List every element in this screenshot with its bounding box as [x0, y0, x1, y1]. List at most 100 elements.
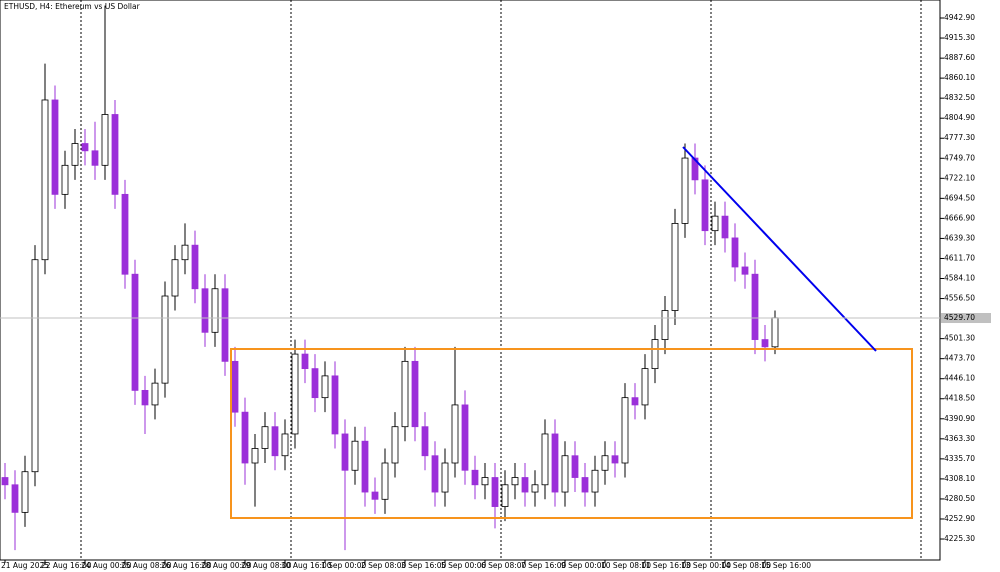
candle-body [721, 215, 729, 239]
candle-body [441, 462, 449, 493]
candle-body [551, 433, 559, 493]
candle-body [521, 477, 529, 493]
candle-body [611, 455, 619, 464]
candle-body [201, 288, 209, 333]
x-tick-label: 11 Sep 16:00 [641, 561, 691, 570]
candle-body [331, 375, 339, 435]
y-tick-label: 4584.10 [944, 274, 975, 283]
candle-body [181, 244, 189, 261]
chart-title: ETHUSD, H4: Ethereum vs US Dollar [4, 2, 141, 11]
candle-body [291, 353, 299, 435]
candle-body [71, 143, 79, 166]
candle-body [171, 259, 179, 297]
x-tick-label: 25 Aug 08:00 [121, 561, 172, 570]
y-tick-label: 4942.90 [944, 13, 975, 22]
candle-body [601, 455, 609, 471]
x-tick-label: 30 Aug 16:00 [281, 561, 332, 570]
y-tick-label: 4639.30 [944, 233, 975, 242]
candle-body [61, 164, 69, 195]
candle-body [381, 462, 389, 500]
x-tick-label: 29 Aug 08:00 [241, 561, 292, 570]
y-tick-label: 4473.70 [944, 354, 975, 363]
x-tick-label: 10 Sep 08:00 [601, 561, 651, 570]
x-tick-label: 14 Sep 08:00 [721, 561, 771, 570]
candle-body [91, 150, 99, 166]
trend-line [682, 146, 877, 352]
candle-body [321, 375, 329, 399]
candle-body [461, 404, 469, 471]
y-tick-label: 4666.90 [944, 213, 975, 222]
y-tick-label: 4363.30 [944, 434, 975, 443]
candle-body [451, 404, 459, 464]
candle-body [741, 266, 749, 275]
candle-body [591, 469, 599, 493]
x-tick-label: 15 Sep 16:00 [761, 561, 811, 570]
candle-body [561, 455, 569, 493]
candle-body [121, 193, 129, 275]
candle-body [371, 491, 379, 500]
candle-body [651, 339, 659, 370]
range-box [230, 348, 913, 519]
candle-body [301, 353, 309, 370]
candle-body [141, 389, 149, 406]
candle-body [341, 433, 349, 471]
y-tick-label: 4556.50 [944, 294, 975, 303]
candle-body [211, 288, 219, 333]
candles [1, 5, 779, 551]
candle-body [661, 310, 669, 340]
candle-body [21, 471, 29, 513]
x-tick-label: 5 Sep 00:00 [441, 561, 487, 570]
x-tick-label: 7 Sep 16:00 [521, 561, 567, 570]
candle-body [111, 114, 119, 195]
candle-body [511, 477, 519, 486]
x-tick-label: 2 Sep 08:00 [361, 561, 407, 570]
candle-body [701, 179, 709, 232]
y-tick-label: 4225.30 [944, 534, 975, 543]
candle-body [541, 433, 549, 486]
candle-body [131, 273, 139, 391]
y-tick-label: 4749.70 [944, 153, 975, 162]
x-tick-label: 1 Sep 00:00 [321, 561, 367, 570]
y-tick-label: 4804.90 [944, 113, 975, 122]
x-tick-label: 24 Aug 00:00 [81, 561, 132, 570]
candle-body [351, 440, 359, 471]
y-tick-label: 4887.60 [944, 53, 975, 62]
x-tick-label: 3 Sep 16:00 [401, 561, 447, 570]
y-tick-label: 4252.90 [944, 514, 975, 523]
current-price-label: 4529.70 [944, 313, 975, 322]
candle-body [251, 448, 259, 464]
y-tick-label: 4694.50 [944, 193, 975, 202]
y-tick-label: 4777.30 [944, 133, 975, 142]
x-tick-label: 21 Aug 2025 [1, 561, 49, 570]
x-tick-label: 9 Sep 00:00 [561, 561, 607, 570]
candle-body [261, 426, 269, 449]
period-separators [80, 0, 922, 560]
candle-body [281, 433, 289, 457]
x-tick-label: 13 Sep 00:00 [681, 561, 731, 570]
candle-body [731, 237, 739, 268]
candle-body [631, 397, 639, 406]
candle-body [311, 368, 319, 399]
candle-body [231, 360, 239, 413]
candle-body [101, 114, 109, 166]
candle-body [641, 368, 649, 406]
candle-body [161, 295, 169, 384]
candle-body [481, 477, 489, 486]
candle-body [501, 484, 509, 507]
candle-body [681, 157, 689, 224]
candle-body [221, 288, 229, 362]
candle-body [271, 426, 279, 457]
candle-body [471, 469, 479, 486]
candle-body [41, 99, 49, 261]
candle-body [691, 157, 699, 181]
y-tick-label: 4418.50 [944, 394, 975, 403]
candle-body [491, 477, 499, 507]
current-price-box [941, 313, 991, 324]
candle-body [751, 273, 759, 340]
candle-body [531, 484, 539, 493]
candle-body [431, 455, 439, 493]
candle-body [411, 360, 419, 428]
candle-body [421, 426, 429, 457]
y-tick-label: 4446.10 [944, 374, 975, 383]
